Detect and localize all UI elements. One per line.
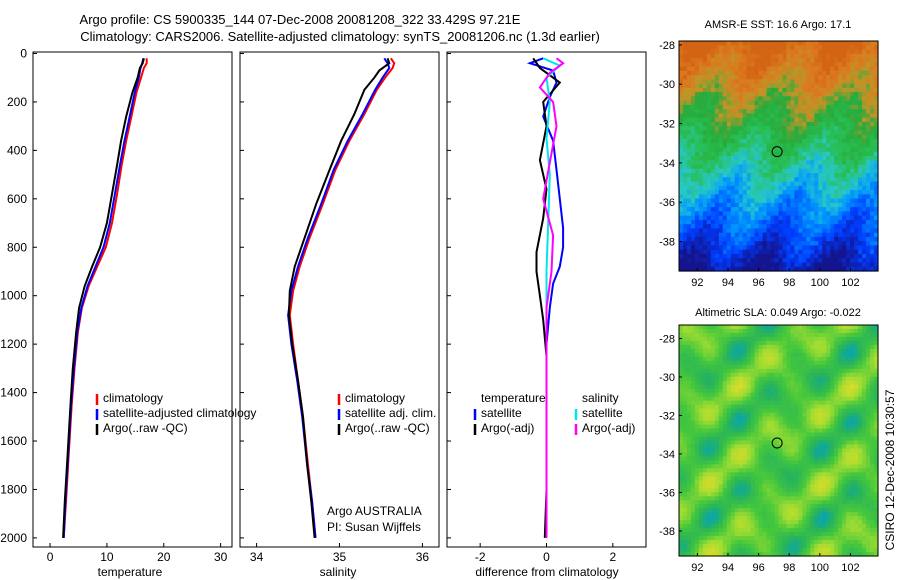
depth-y-tick-label: 1200 xyxy=(0,337,27,351)
depth-y-tick-label: 2000 xyxy=(0,531,27,545)
difference-series-sal_argo-line xyxy=(538,57,565,538)
sst-map-x-tick-label: 102 xyxy=(841,277,859,289)
temperature-legend-climatology: climatology xyxy=(103,391,163,405)
temperature-series-satellite-line xyxy=(62,58,145,538)
depth-y-tick-label: 800 xyxy=(7,240,27,254)
difference-legend: temperature satellite Argo(-adj) salinit… xyxy=(481,391,635,435)
sst-map-panel: AMSR-E SST: 16.6 Argo: 17.1 92 94 96 98 100 1… xyxy=(659,19,879,289)
sla-map-y-tick-label: -34 xyxy=(659,449,675,461)
sla-map-x-tick-label: 96 xyxy=(752,562,764,574)
sst-map-y-tick-label: -38 xyxy=(659,237,675,249)
salinity-annotation-institution: Argo AUSTRALIA xyxy=(327,504,422,518)
difference-legend-salinity-header: salinity xyxy=(582,391,619,405)
salinity-series-climatology-line xyxy=(288,57,396,538)
salinity-legend-satellite: satellite adj. clim. xyxy=(345,406,436,420)
title-line-2: Climatology: CARS2006. Satellite-adjuste… xyxy=(80,29,600,44)
difference-x-tick-label: 2 xyxy=(609,550,616,564)
depth-y-tick-label: 0 xyxy=(20,47,27,61)
salinity-x-tick-label: 36 xyxy=(416,550,430,564)
salinity-annotation-pi: PI: Susan Wijffels xyxy=(327,520,421,534)
sla-map-frame xyxy=(678,324,879,557)
sla-map-y-tick-label: -28 xyxy=(659,333,675,345)
sst-map-y-tick-label: -32 xyxy=(659,119,675,131)
salinity-panel: salinity climatology satellite adj. clim… xyxy=(239,51,440,579)
salinity-axes-box xyxy=(239,51,440,548)
sst-map-frame xyxy=(678,40,879,272)
temperature-legend: climatology satellite-adjusted climatolo… xyxy=(103,391,256,435)
sst-map-y-tick-label: -36 xyxy=(659,197,675,209)
depth-y-tick-label: 600 xyxy=(7,192,27,206)
temperature-series-climatology-line xyxy=(62,58,148,538)
difference-legend-temperature-header: temperature xyxy=(481,391,546,405)
temperature-x-tick-label: 30 xyxy=(214,550,228,564)
sst-map-x-tick-label: 100 xyxy=(811,277,829,289)
salinity-x-label: salinity xyxy=(320,565,357,579)
sla-map-x-tick-label: 102 xyxy=(841,562,859,574)
temperature-x-tick-label: 10 xyxy=(100,550,114,564)
sst-map-title: AMSR-E SST: 16.6 Argo: 17.1 xyxy=(705,19,852,31)
salinity-series-satellite-line xyxy=(287,57,391,538)
sla-map-panel: Altimetric SLA: 0.049 Argo: -0.022 92 94 9… xyxy=(659,307,879,574)
sst-map-y-tick-label: -28 xyxy=(659,40,675,52)
sst-map-y-tick-label: -34 xyxy=(659,158,675,170)
difference-legend-salinity-satellite: satellite xyxy=(582,406,623,420)
difference-panel: difference from climatology temperature … xyxy=(446,51,647,579)
depth-y-tick-label: 1000 xyxy=(0,289,27,303)
temperature-panel: temperature climatology satellite-adjust… xyxy=(0,47,256,580)
sla-map-x-tick-label: 98 xyxy=(783,562,795,574)
difference-x-tick-label: -2 xyxy=(475,550,486,564)
sla-map-y-tick-label: -38 xyxy=(659,526,675,538)
temperature-axes-box xyxy=(32,51,233,548)
sst-map-y-tick-label: -30 xyxy=(659,79,675,91)
sla-map-x-tick-label: 100 xyxy=(811,562,829,574)
difference-legend-temperature-satellite: satellite xyxy=(481,406,522,420)
depth-y-tick-label: 200 xyxy=(7,95,27,109)
difference-legend-temperature-argo: Argo(-adj) xyxy=(481,421,534,435)
depth-y-tick-label: 1400 xyxy=(0,386,27,400)
sst-map-argo-location-marker xyxy=(771,146,783,158)
temperature-x-tick-label: 0 xyxy=(47,550,54,564)
salinity-x-tick-label: 34 xyxy=(250,550,264,564)
temperature-legend-satellite: satellite-adjusted climatology xyxy=(103,406,256,420)
side-label: CSIRO 12-Dec-2008 10:30:57 xyxy=(883,389,897,550)
sla-map-y-tick-label: -36 xyxy=(659,487,675,499)
difference-legend-salinity-argo: Argo(-adj) xyxy=(582,421,635,435)
sla-map-y-tick-label: -32 xyxy=(659,410,675,422)
sst-map-x-tick-label: 92 xyxy=(691,277,703,289)
salinity-series-argo-line xyxy=(287,57,391,538)
depth-y-tick-label: 1600 xyxy=(0,434,27,448)
difference-x-tick-label: 0 xyxy=(543,550,550,564)
sst-map-cells xyxy=(679,41,879,272)
depth-y-tick-label: 400 xyxy=(7,143,27,157)
salinity-legend: climatology satellite adj. clim. Argo(..… xyxy=(345,391,436,435)
temperature-x-tick-label: 20 xyxy=(157,550,171,564)
depth-y-tick-label: 1800 xyxy=(0,482,27,496)
temperature-x-label: temperature xyxy=(98,565,163,579)
difference-x-label: difference from climatology xyxy=(475,565,618,579)
temperature-legend-argo: Argo(..raw -QC) xyxy=(103,421,188,435)
sla-map-cells xyxy=(679,325,879,557)
sla-map-argo-location-marker xyxy=(771,437,783,449)
title-line-1: Argo profile: CS 5900335_144 07-Dec-2008… xyxy=(80,12,521,27)
salinity-x-tick-label: 35 xyxy=(333,550,347,564)
temperature-series-argo-line xyxy=(62,58,145,538)
sst-map-x-tick-label: 98 xyxy=(783,277,795,289)
sla-map-x-tick-label: 94 xyxy=(722,562,734,574)
sla-map-y-tick-label: -30 xyxy=(659,372,675,384)
salinity-legend-climatology: climatology xyxy=(345,391,405,405)
sla-map-title: Altimetric SLA: 0.049 Argo: -0.022 xyxy=(695,307,861,319)
salinity-legend-argo: Argo(..raw -QC) xyxy=(345,421,430,435)
sla-map-x-tick-label: 92 xyxy=(691,562,703,574)
sst-map-x-tick-label: 94 xyxy=(722,277,734,289)
sst-map-x-tick-label: 96 xyxy=(752,277,764,289)
